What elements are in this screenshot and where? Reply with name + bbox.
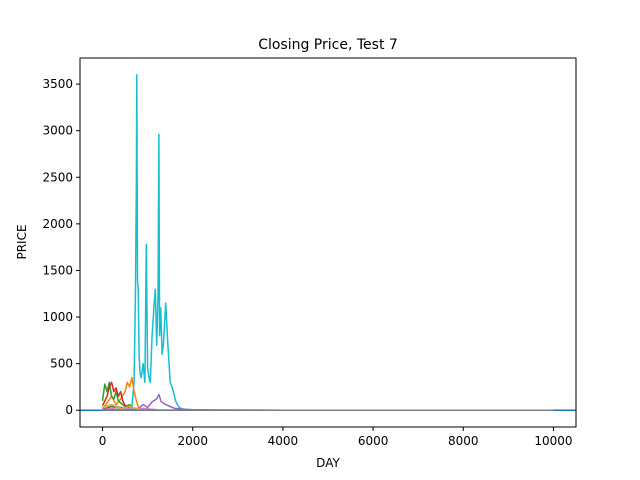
series-line-5 bbox=[101, 381, 130, 410]
x-tick-label: 8000 bbox=[448, 434, 479, 448]
y-tick-label: 1000 bbox=[42, 310, 73, 324]
series-line-8 bbox=[102, 407, 157, 411]
x-tick-label: 6000 bbox=[358, 434, 389, 448]
x-axis: 0 2000 4000 6000 8000 10000 bbox=[99, 427, 573, 448]
series-line-1 bbox=[102, 74, 554, 411]
y-tick-label: 3500 bbox=[42, 77, 73, 91]
x-tick-label: 10000 bbox=[534, 434, 572, 448]
y-tick-label: 3000 bbox=[42, 124, 73, 138]
x-tick-label: 4000 bbox=[268, 434, 299, 448]
plot-frame bbox=[79, 57, 577, 428]
y-axis: 0 500 1000 1500 2000 2500 3000 3500 bbox=[42, 77, 80, 417]
y-tick-label: 2000 bbox=[42, 217, 73, 231]
x-tick-label: 2000 bbox=[177, 434, 208, 448]
y-axis-label: PRICE bbox=[15, 224, 29, 259]
y-tick-label: 500 bbox=[50, 357, 73, 371]
series-layer bbox=[80, 74, 576, 411]
x-axis-label: DAY bbox=[316, 456, 340, 470]
x-tick-label: 0 bbox=[99, 434, 107, 448]
y-tick-label: 1500 bbox=[42, 263, 73, 277]
y-tick-label: 0 bbox=[65, 403, 73, 417]
series-line-10 bbox=[102, 403, 139, 411]
chart-title: Closing Price, Test 7 bbox=[258, 37, 398, 53]
y-tick-label: 2500 bbox=[42, 170, 73, 184]
